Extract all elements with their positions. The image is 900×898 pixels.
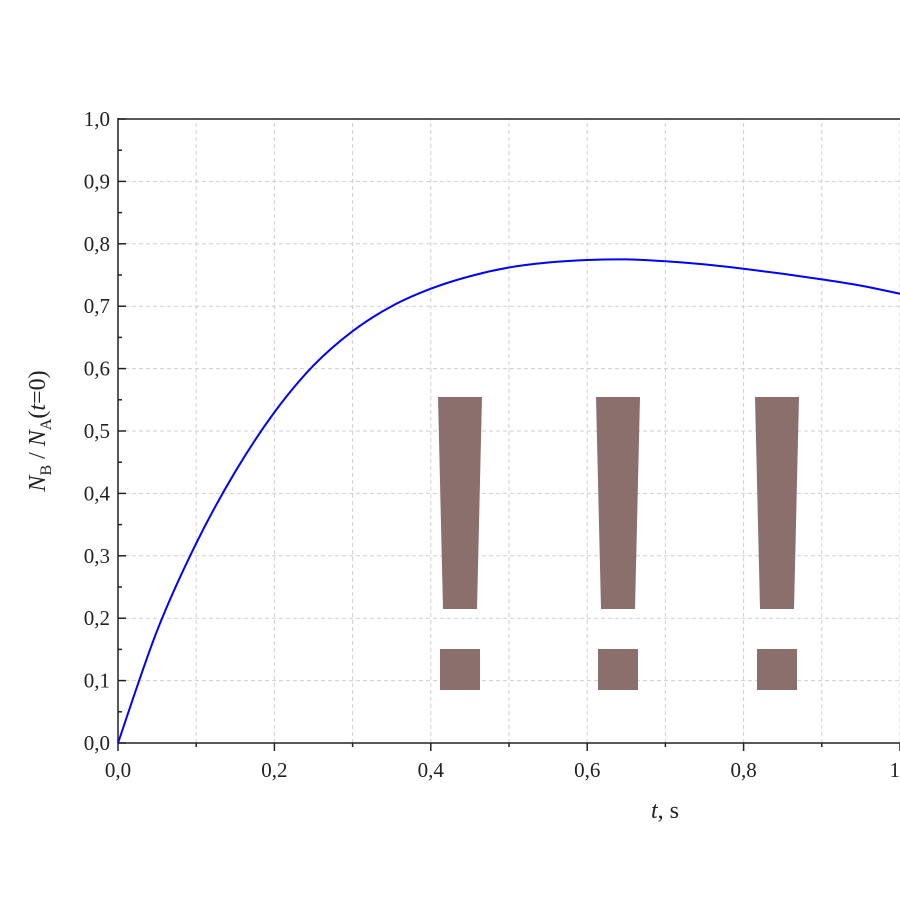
y-tick-label: 0,9 <box>84 169 110 193</box>
y-tick-label: 0,2 <box>84 606 110 630</box>
x-tick-label: 0,0 <box>105 758 131 782</box>
exclamation-overlay <box>438 397 799 690</box>
x-tick-label: 0,4 <box>418 758 445 782</box>
y-tick-label: 0,8 <box>84 232 110 256</box>
exclamation-mark <box>438 397 482 690</box>
x-tick-label: 0,2 <box>261 758 287 782</box>
y-tick-label: 0,0 <box>84 731 110 755</box>
exclamation-dot <box>598 649 638 690</box>
exclamation-bar <box>755 397 799 609</box>
y-tick-label: 0,5 <box>84 419 110 443</box>
exclamation-mark <box>596 397 640 690</box>
series-line <box>117 258 900 744</box>
axes: 0,0 0,1 0,2 0,3 0,4 0,5 0,6 0,7 0,8 0,9 1,0 0,0 0,2 0… <box>84 107 900 782</box>
series-layer <box>117 258 900 744</box>
svg-text:NB / NA(t=0): NB / NA(t=0) <box>25 370 55 492</box>
exclamation-bar <box>438 397 482 609</box>
y-tick-label: 0,6 <box>84 357 110 381</box>
y-tick-label: 1,0 <box>84 107 110 131</box>
x-tick-label: 1 <box>890 758 900 782</box>
exclamation-bar <box>596 397 640 609</box>
y-tick-label: 0,3 <box>84 544 110 568</box>
exclamation-mark <box>755 397 799 690</box>
x-axis-title: t, s <box>651 798 679 824</box>
y-axis-title: NB / NA(t=0) <box>25 370 55 492</box>
y-tick-label: 0,1 <box>84 669 110 693</box>
x-tick-label: 0,8 <box>730 758 756 782</box>
exclamation-dot <box>440 649 480 690</box>
exclamation-dot <box>757 649 797 690</box>
x-tick-label: 0,6 <box>574 758 600 782</box>
y-tick-label: 0,4 <box>84 481 111 505</box>
y-tick-label: 0,7 <box>84 294 110 318</box>
